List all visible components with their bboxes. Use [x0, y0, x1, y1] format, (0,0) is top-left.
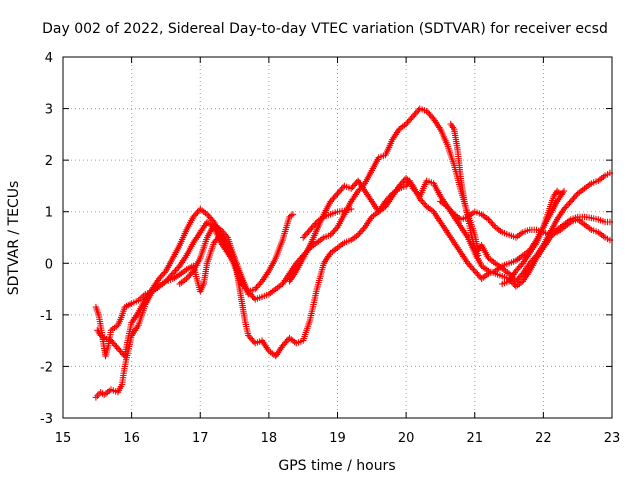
- x-tick-label: 17: [192, 431, 209, 446]
- series-trace-2: [92, 105, 614, 401]
- series-markers: [92, 177, 614, 360]
- y-tick-label: 4: [45, 51, 53, 66]
- x-tick-label: 23: [604, 431, 621, 446]
- y-tick-label: -3: [40, 412, 53, 427]
- x-tick-label: 22: [535, 431, 552, 446]
- series-markers: [300, 205, 355, 241]
- y-tick-label: 0: [45, 257, 53, 272]
- x-tick-label: 20: [398, 431, 415, 446]
- y-tick-label: 1: [45, 206, 53, 221]
- x-tick-label: 18: [261, 431, 278, 446]
- series-markers: [176, 221, 252, 298]
- x-tick-label: 21: [466, 431, 483, 446]
- series-trace-1: [92, 177, 614, 360]
- series-markers: [437, 198, 614, 244]
- chart-title: Day 002 of 2022, Sidereal Day-to-day VTE…: [42, 21, 608, 37]
- series-markers: [499, 187, 564, 288]
- y-tick-label: 3: [45, 103, 53, 118]
- x-tick-label: 15: [55, 431, 72, 446]
- series-trace-9: [176, 221, 252, 298]
- x-tick-label: 16: [123, 431, 140, 446]
- series-markers: [94, 205, 297, 360]
- y-tick-label: -1: [40, 309, 53, 324]
- y-tick-label: 2: [45, 154, 53, 169]
- grid: [63, 57, 612, 418]
- series-markers: [92, 105, 614, 401]
- y-tick-label: -2: [40, 360, 53, 375]
- series-trace-7: [447, 120, 482, 259]
- data-series: [92, 105, 614, 401]
- series-trace-8: [499, 187, 564, 288]
- x-axis-label: GPS time / hours: [278, 458, 395, 474]
- series-trace-3: [94, 205, 297, 360]
- series-trace-6: [437, 198, 614, 244]
- x-tick-label: 19: [329, 431, 346, 446]
- series-trace-5: [300, 205, 355, 241]
- series-markers: [447, 120, 482, 259]
- y-axis-label: SDTVAR / TECUs: [6, 181, 22, 296]
